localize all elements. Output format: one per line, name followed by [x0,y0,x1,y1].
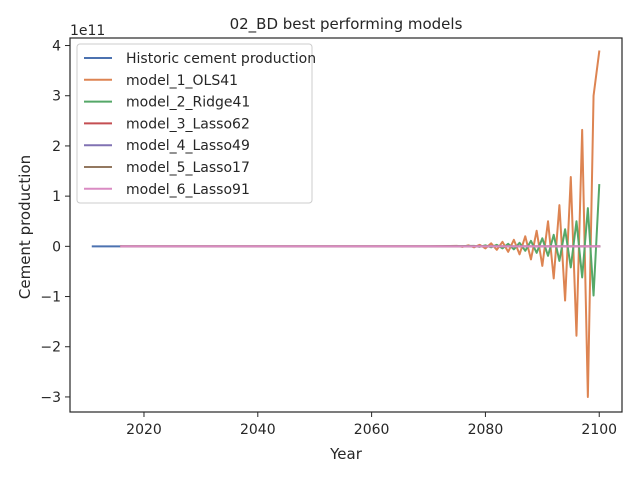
y-tick-label: 4 [52,39,61,55]
y-tick-label: −3 [40,390,61,406]
legend-box [76,43,313,204]
ticks-layer: 2020 2040 2060 2080 2100 −3 −2 −1 0 1 2 3 4 [40,39,617,438]
y-scale-label: 1e11 [70,23,105,39]
series-layer [91,50,601,398]
x-tick-label: 2080 [468,422,504,438]
y-axis-title: Cement production [16,155,34,299]
y-tick-label: 2 [52,139,61,155]
chart-title: 02_BD best performing models [230,15,463,34]
x-tick-label: 2060 [354,422,390,438]
x-tick-label: 2040 [240,422,276,438]
legend-label-1: Historic cement production [126,51,316,67]
y-tick-label: 1 [52,189,61,205]
plot-frame [69,37,623,413]
y-tick-label: 3 [52,89,61,105]
y-tick-label: −1 [40,290,61,306]
legend-label-7: model_6_Lasso91 [126,182,250,198]
legend: Historic cement production model_1_OLS41m… [76,43,316,204]
legend-label-2: model_1_OLS41 [126,73,238,89]
y-tick-label: 0 [52,239,61,255]
series-line-3 [120,184,601,297]
y-tick-label: −2 [40,340,61,356]
x-tick-label: 2020 [126,422,162,438]
legend-label-3: model_2_Ridge41 [126,95,250,111]
x-axis-title: Year [329,445,363,463]
legend-label-5: model_4_Lasso49 [126,138,250,154]
x-tick-label: 2100 [581,422,617,438]
legend-label-6: model_5_Lasso17 [126,160,250,176]
legend-label-4: model_3_Lasso62 [126,116,250,132]
